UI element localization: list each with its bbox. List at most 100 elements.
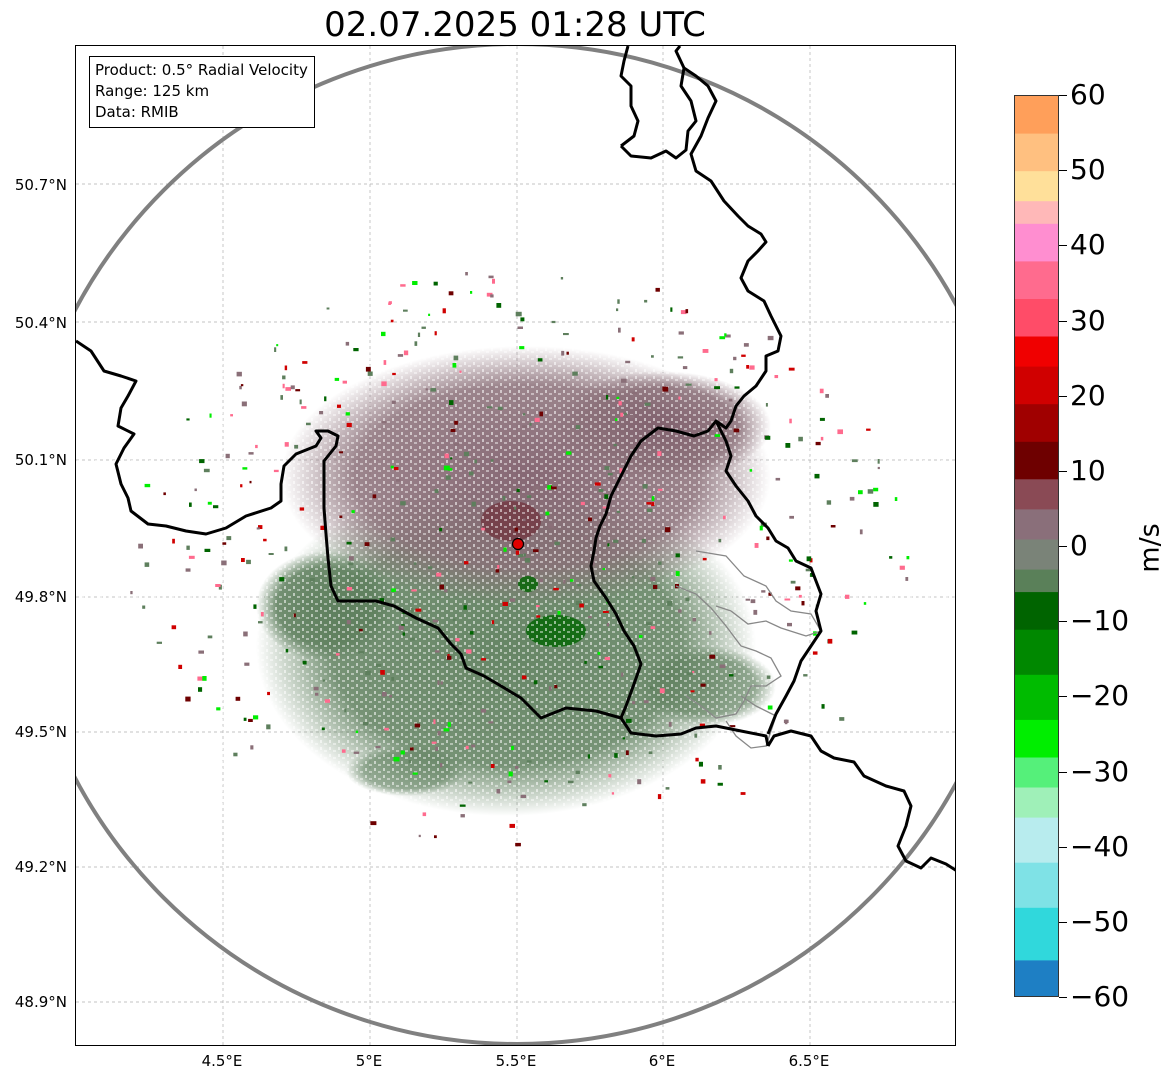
echo-bin [241, 401, 247, 407]
echo-bin [306, 422, 311, 426]
echo-bin [465, 272, 468, 276]
echo-bin [452, 618, 456, 622]
echo-bin [469, 471, 474, 476]
echo-bin [582, 803, 587, 807]
echo-bin [341, 749, 346, 753]
echo-bin [364, 542, 370, 547]
echo-bin [827, 638, 833, 644]
echo-bin [767, 705, 773, 710]
echo-bin [488, 721, 494, 724]
echo-bin [243, 631, 248, 637]
echo-bin [759, 525, 763, 531]
echo-bin [335, 653, 340, 656]
radar-map[interactable] [75, 45, 956, 1046]
echo-bin [431, 741, 437, 744]
echo-bin [575, 770, 580, 774]
echo-bin [496, 303, 502, 308]
echo-bin [765, 403, 768, 407]
colorbar-tick-label: 60 [1070, 78, 1106, 111]
colorbar-tick [1059, 471, 1067, 472]
echo-bin [515, 765, 519, 769]
echo-bin [453, 355, 459, 361]
echo-bin [339, 515, 343, 518]
echo-bin [642, 484, 648, 489]
echo-bin [440, 763, 443, 768]
echo-bin [450, 457, 453, 460]
echo-bin [521, 675, 527, 680]
echo-bin [355, 730, 359, 734]
echo-bin [563, 333, 569, 336]
echo-bin [324, 396, 327, 402]
echo-bin [894, 497, 898, 501]
echo-bin [518, 554, 523, 558]
echo-bin [390, 465, 394, 469]
echo-bin [375, 746, 381, 749]
echo-bin [444, 453, 449, 459]
colorbar-band [1015, 674, 1058, 721]
echo-bin [554, 541, 560, 546]
echo-bin [746, 365, 749, 369]
colorbar-tick [1059, 546, 1067, 547]
echo-bin [625, 360, 631, 364]
echo-bin [222, 542, 227, 545]
echo-bin [514, 527, 518, 532]
echo-bin [244, 662, 250, 666]
echo-bin [250, 745, 254, 750]
echo-bin [280, 395, 283, 400]
echo-bin [803, 674, 808, 677]
echo-bin [750, 599, 756, 604]
range-ring [76, 46, 955, 1045]
echo-bin [384, 727, 389, 731]
echo-bin [480, 709, 487, 713]
echo-bin [447, 654, 450, 657]
velocity-echoes [76, 346, 955, 816]
echo-bin [440, 681, 443, 685]
echo-bin [729, 674, 734, 677]
echo-bin [359, 628, 363, 632]
echo-bin [839, 717, 845, 721]
echo-bin [761, 590, 766, 593]
lon-label: 5°E [355, 1052, 383, 1070]
lon-label: 6°E [648, 1052, 676, 1070]
echo-bin [580, 501, 585, 506]
echo-bin [443, 465, 450, 471]
echo-bin [649, 686, 654, 690]
echo-bin [765, 435, 771, 440]
echo-bin [863, 602, 867, 605]
echo-bin [502, 601, 508, 606]
echo-bin [514, 506, 517, 510]
echo-bin [218, 584, 222, 590]
echo-bin [457, 702, 462, 705]
colorbar-band [1015, 960, 1058, 996]
echo-bin [319, 411, 324, 415]
colorbar-band [1015, 539, 1058, 571]
echo-bin [561, 350, 565, 356]
echo-bin [641, 538, 646, 543]
echo-bin [651, 502, 655, 506]
colorbar-tick-label: −60 [1070, 980, 1130, 1013]
echo-bin [801, 601, 805, 606]
echo-bin [130, 591, 133, 595]
echo-bin [448, 291, 454, 296]
echo-bin [339, 451, 343, 454]
echo-bin [572, 371, 578, 376]
echo-bin [376, 663, 382, 667]
echo-bin [805, 568, 812, 572]
echo-bin [631, 391, 638, 395]
echo-bin [743, 343, 749, 347]
echo-bin [845, 594, 850, 599]
colorbar-band [1015, 404, 1058, 443]
echo-bin [905, 577, 909, 581]
echo-bin [497, 406, 503, 410]
echo-bin [784, 598, 791, 601]
echo-bin [276, 344, 279, 347]
echo-bin [425, 388, 428, 391]
echo-bin [348, 562, 354, 566]
echo-bin [523, 518, 526, 522]
colorbar-band [1015, 569, 1058, 593]
echo-bin [906, 556, 910, 560]
echo-bin [401, 624, 405, 627]
echo-bin [537, 358, 543, 362]
echo-bin [608, 476, 614, 481]
echo-bin [358, 651, 365, 654]
